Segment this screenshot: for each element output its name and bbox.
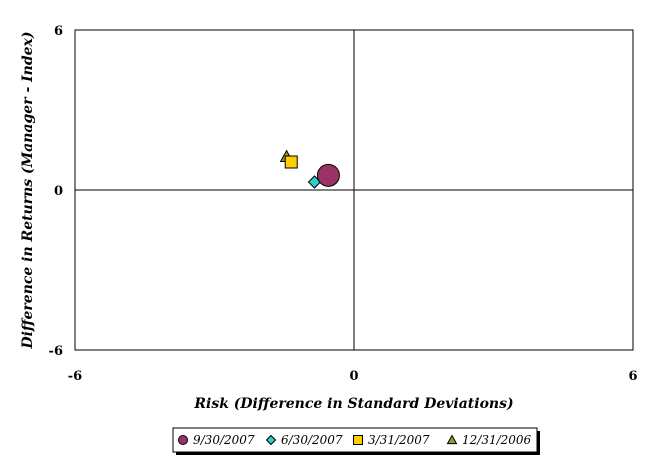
legend-triangle-marker bbox=[446, 434, 458, 445]
square-data-point bbox=[284, 155, 298, 169]
legend-shadow bbox=[537, 431, 540, 455]
legend-label: 12/31/2006 bbox=[462, 433, 532, 447]
y-tick-labels: 6 0 -6 bbox=[49, 24, 63, 359]
x-tick-label: -6 bbox=[68, 369, 82, 384]
y-tick-label: -6 bbox=[49, 344, 63, 359]
legend-label: 3/31/2007 bbox=[368, 433, 430, 447]
legend-items: 9/30/2007 6/30/2007 3/31/2007 12/31/2006 bbox=[178, 433, 532, 447]
legend-square-marker bbox=[353, 435, 363, 445]
x-axis-label: Risk (Difference in Standard Deviations) bbox=[193, 396, 513, 412]
legend-label: 6/30/2007 bbox=[281, 433, 343, 447]
legend-diamond-marker bbox=[265, 434, 277, 446]
legend-shadow-bottom bbox=[176, 452, 540, 455]
data-points bbox=[279, 149, 340, 189]
legend-label: 9/30/2007 bbox=[193, 433, 255, 447]
x-tick-labels: -6 0 6 bbox=[68, 369, 638, 384]
circle-data-point bbox=[316, 163, 340, 187]
legend-circle-marker bbox=[178, 435, 188, 445]
x-tick-label: 0 bbox=[349, 369, 358, 384]
y-tick-label: 0 bbox=[54, 184, 63, 199]
x-tick-label: 6 bbox=[628, 369, 637, 384]
y-tick-label: 6 bbox=[54, 24, 63, 39]
legend: 9/30/2007 6/30/2007 3/31/2007 12/31/2006 bbox=[172, 427, 540, 455]
y-axis-label: Difference in Returns (Manager - Index) bbox=[20, 31, 36, 349]
